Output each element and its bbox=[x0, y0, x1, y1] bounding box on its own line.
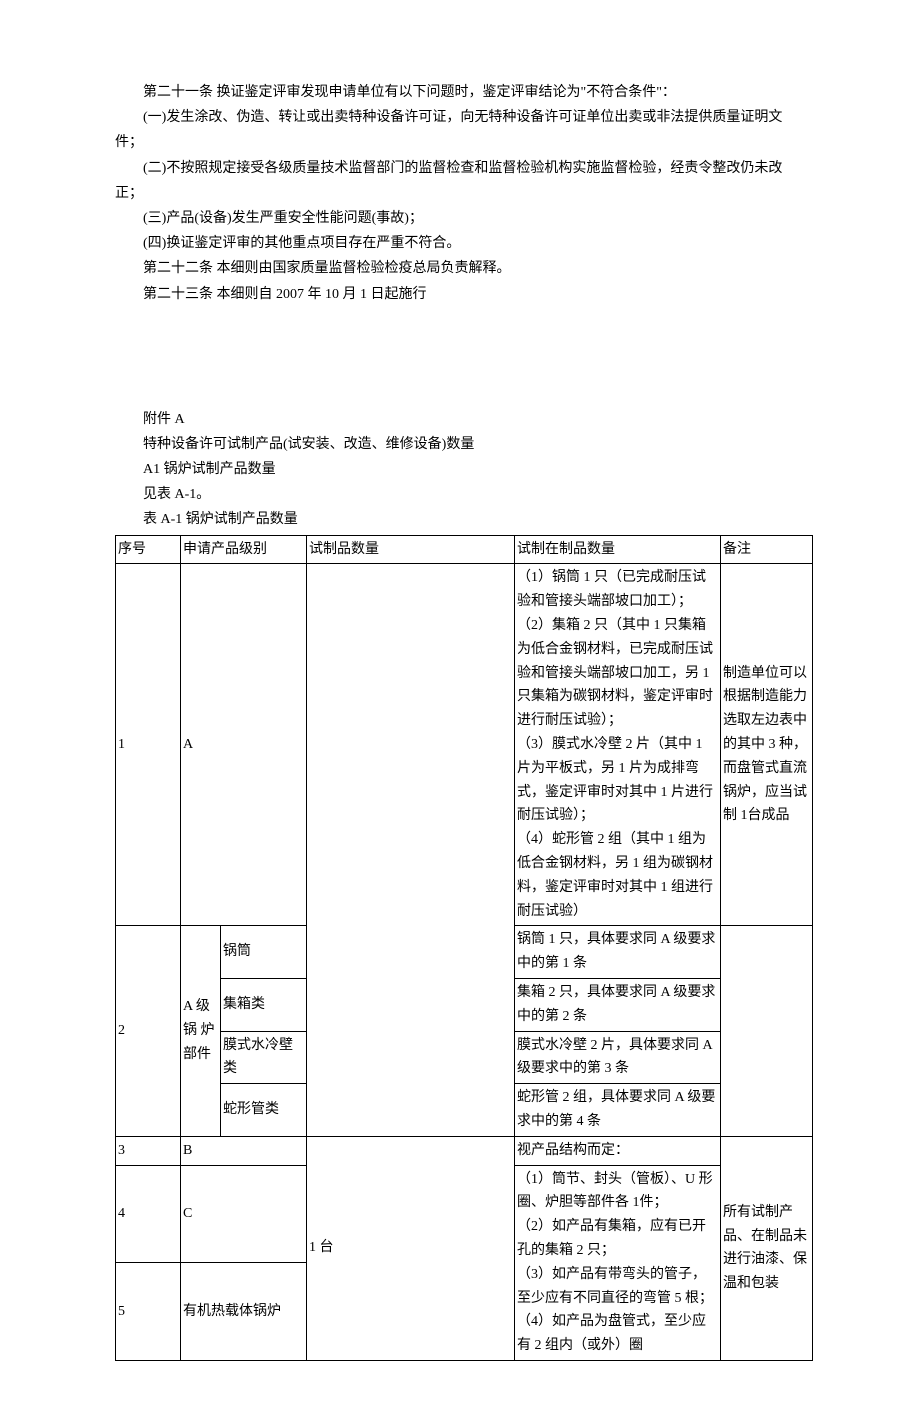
cell-note: 制造单位可以根据制造能力选取左边表中的其中 3 种，而盘管式直流锅炉，应当试制 … bbox=[721, 564, 813, 926]
item-3: (三)产品(设备)发生严重安全性能问题(事故)； bbox=[115, 206, 810, 231]
cell-sub-label: 锅筒 bbox=[221, 926, 307, 979]
cell-level: A bbox=[181, 564, 307, 926]
cell-note-empty bbox=[721, 926, 813, 1136]
cell-level-main: A 级锅 炉部件 bbox=[181, 926, 221, 1136]
cell-seq: 1 bbox=[116, 564, 181, 926]
cell-sub-label: 膜式水冷壁类 bbox=[221, 1031, 307, 1084]
article-21: 第二十一条 换证鉴定评审发现申请单位有以下问题时，鉴定评审结论为"不符合条件"： bbox=[115, 80, 810, 105]
table-header-row: 序号 申请产品级别 试制品数量 试制在制品数量 备注 bbox=[116, 535, 813, 564]
cell-trial: 1 台 bbox=[307, 1136, 515, 1360]
table-row: 1 A （1）锅筒 1 只（已完成耐压试验和管接头端部坡口加工）； （2）集箱 … bbox=[116, 564, 813, 926]
cell-level: B bbox=[181, 1136, 307, 1165]
cell-wip: 视产品结构而定： bbox=[515, 1136, 721, 1165]
article-22: 第二十二条 本细则由国家质量监督检验检疫总局负责解释。 bbox=[115, 256, 810, 281]
see-table: 见表 A-1。 bbox=[115, 482, 810, 507]
th-seq: 序号 bbox=[116, 535, 181, 564]
item-4: (四)换证鉴定评审的其他重点项目存在严重不符合。 bbox=[115, 231, 810, 256]
item-1: (一)发生涂改、伪造、转让或出卖特种设备许可证，向无特种设备许可证单位出卖或非法… bbox=[115, 105, 810, 155]
cell-wip: 锅筒 1 只，具体要求同 A 级要求中的第 1 条 bbox=[515, 926, 721, 979]
cell-note: 所有试制产品、在制品未进行油漆、保温和包装 bbox=[721, 1136, 813, 1360]
item-2: (二)不按照规定接受各级质量技术监督部门的监督检查和监督检验机构实施监督检验，经… bbox=[115, 156, 810, 206]
article-23: 第二十三条 本细则自 2007 年 10 月 1 日起施行 bbox=[115, 282, 810, 307]
cell-seq: 4 bbox=[116, 1165, 181, 1263]
cell-wip: （1）锅筒 1 只（已完成耐压试验和管接头端部坡口加工）； （2）集箱 2 只（… bbox=[515, 564, 721, 926]
attachment-section: 附件 A 特种设备许可试制产品(试安装、改造、维修设备)数量 A1 锅炉试制产品… bbox=[115, 407, 810, 533]
a1-title: A1 锅炉试制产品数量 bbox=[115, 457, 810, 482]
th-trial: 试制品数量 bbox=[307, 535, 515, 564]
cell-seq: 5 bbox=[116, 1263, 181, 1361]
table-row: 3 B 1 台 视产品结构而定： 所有试制产品、在制品未进行油漆、保温和包装 bbox=[116, 1136, 813, 1165]
cell-wip: 蛇形管 2 组，具体要求同 A 级要求中的第 4 条 bbox=[515, 1084, 721, 1137]
cell-seq: 3 bbox=[116, 1136, 181, 1165]
cell-level: 有机热载体锅炉 bbox=[181, 1263, 307, 1361]
cell-trial bbox=[307, 564, 515, 1136]
cell-level: C bbox=[181, 1165, 307, 1263]
table-title: 表 A-1 锅炉试制产品数量 bbox=[115, 507, 810, 532]
cell-wip: 集箱 2 只，具体要求同 A 级要求中的第 2 条 bbox=[515, 978, 721, 1031]
cell-wip: （1）筒节、封头（管板）、U 形圈、炉胆等部件各 1件； （2）如产品有集箱，应… bbox=[515, 1165, 721, 1360]
cell-wip: 膜式水冷壁 2 片，具体要求同 A 级要求中的第 3 条 bbox=[515, 1031, 721, 1084]
cell-sub-label: 集箱类 bbox=[221, 978, 307, 1031]
table-a1: 序号 申请产品级别 试制品数量 试制在制品数量 备注 1 A （1）锅筒 1 只… bbox=[115, 535, 813, 1361]
cell-sub-label: 蛇形管类 bbox=[221, 1084, 307, 1137]
th-note: 备注 bbox=[721, 535, 813, 564]
cell-seq: 2 bbox=[116, 926, 181, 1136]
th-level: 申请产品级别 bbox=[181, 535, 307, 564]
th-wip: 试制在制品数量 bbox=[515, 535, 721, 564]
attachment-title: 附件 A bbox=[115, 407, 810, 432]
attachment-subtitle: 特种设备许可试制产品(试安装、改造、维修设备)数量 bbox=[115, 432, 810, 457]
regulation-content: 第二十一条 换证鉴定评审发现申请单位有以下问题时，鉴定评审结论为"不符合条件"：… bbox=[115, 80, 810, 307]
